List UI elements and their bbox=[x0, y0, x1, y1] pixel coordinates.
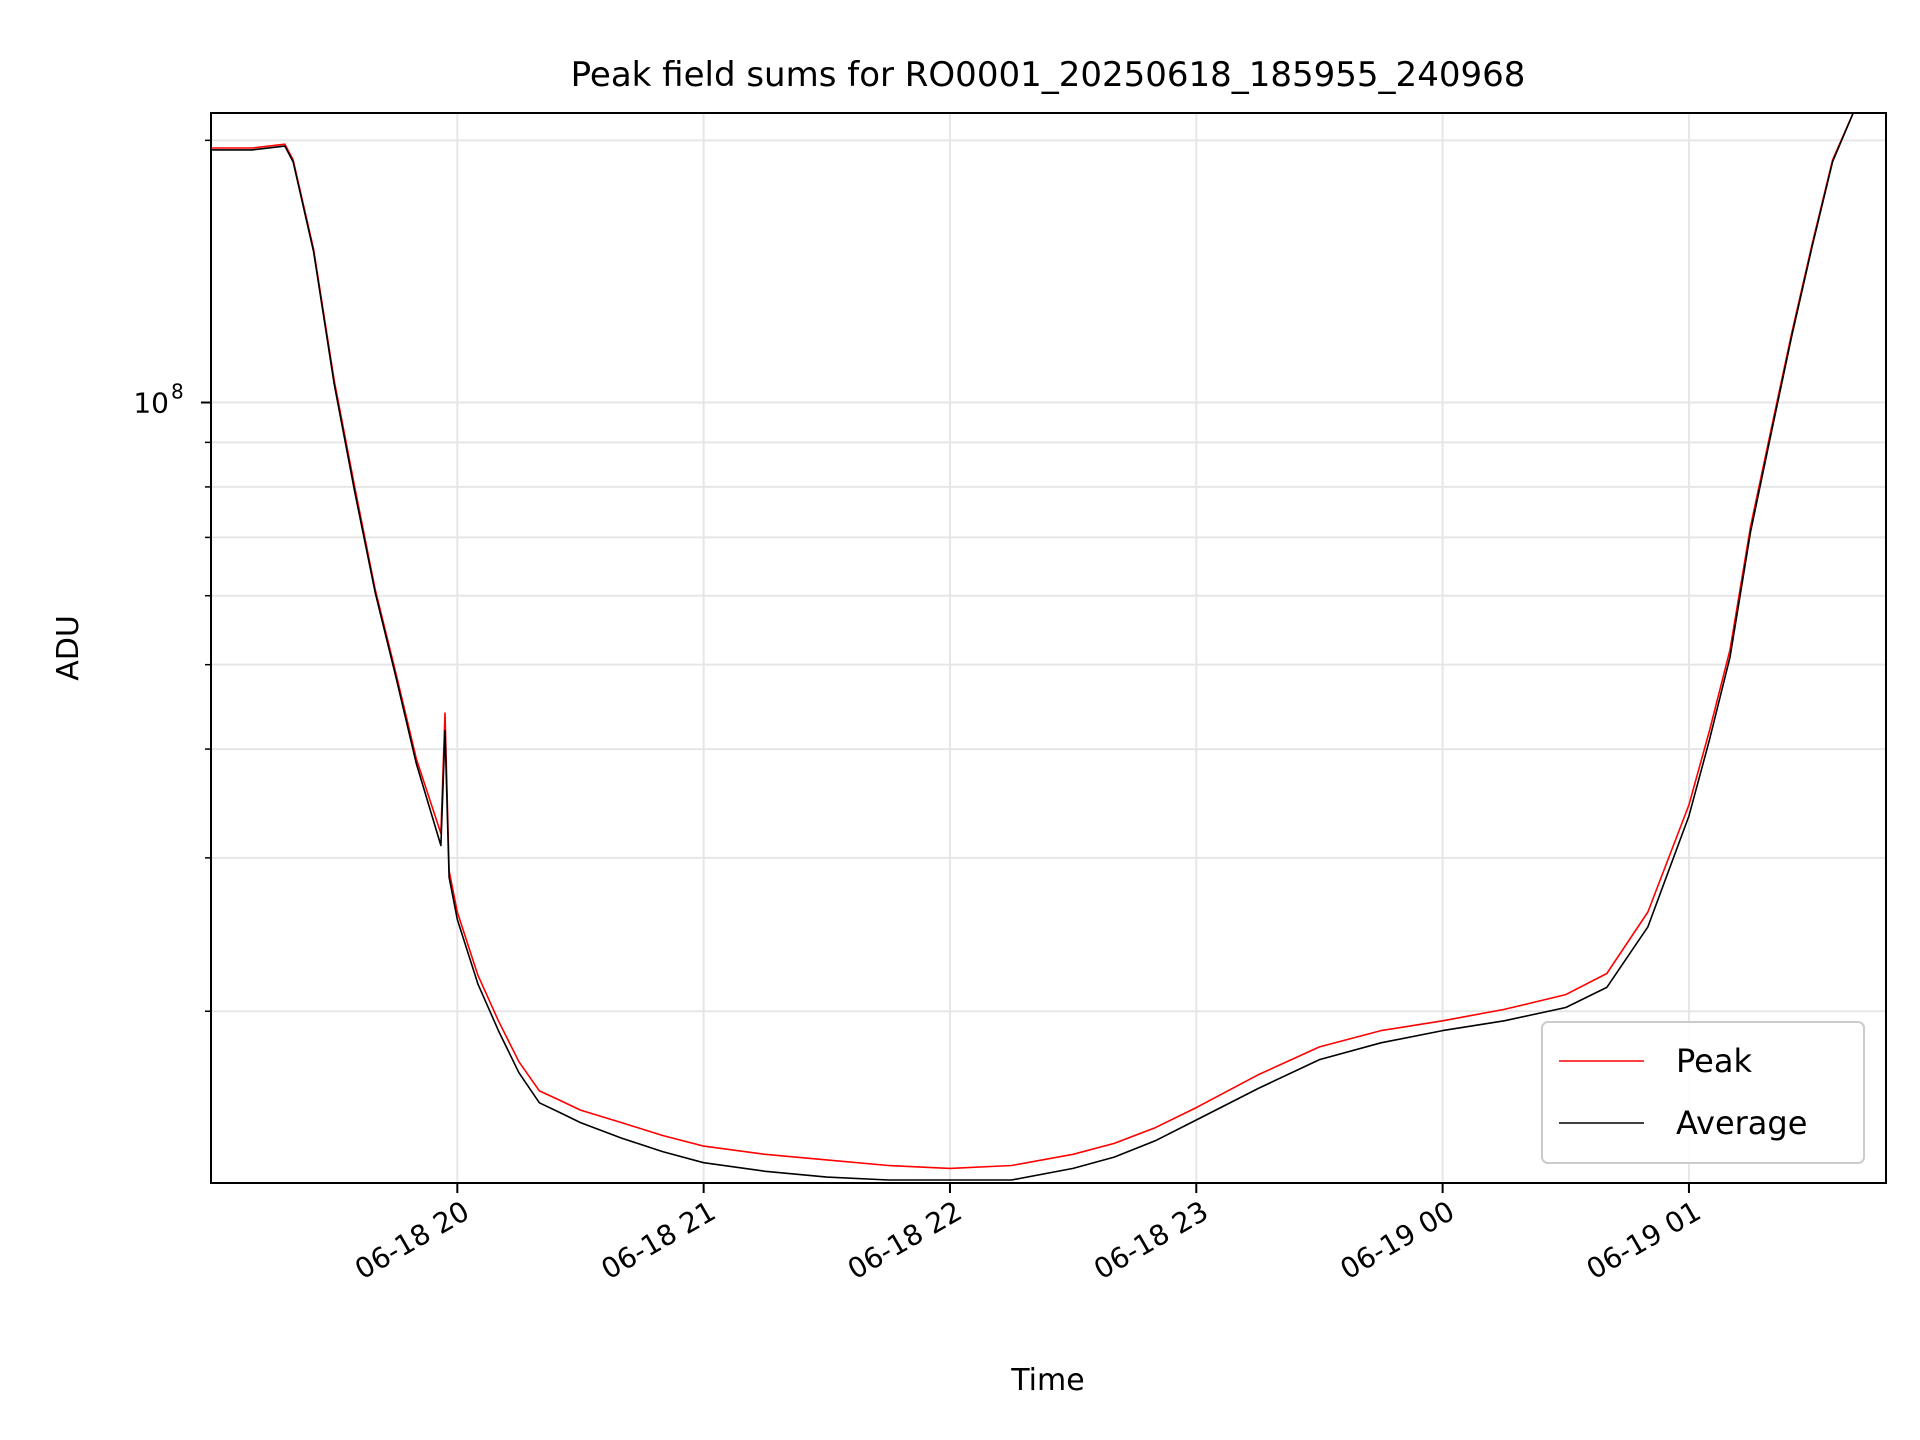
plot-frame bbox=[210, 112, 1887, 1184]
grid bbox=[211, 113, 1886, 1183]
legend-label-peak: Peak bbox=[1676, 1042, 1752, 1080]
legend-box bbox=[1541, 1021, 1865, 1164]
y-tick-label: 10 bbox=[133, 387, 169, 420]
legend-label-average: Average bbox=[1676, 1104, 1807, 1142]
series-line-peak bbox=[211, 113, 1886, 1170]
plot-area bbox=[211, 113, 1886, 1181]
chart-title: Peak field sums for RO0001_20250618_1859… bbox=[571, 55, 1526, 95]
y-axis-ticks: 10 8 bbox=[133, 139, 211, 1012]
y-axis-label: ADU bbox=[51, 615, 86, 681]
series-line-average bbox=[211, 113, 1886, 1181]
y-tick-label-exponent: 8 bbox=[171, 380, 184, 404]
series-layer bbox=[211, 113, 1886, 1181]
legend: Peak Average bbox=[1541, 1021, 1865, 1164]
x-axis-label: Time bbox=[1010, 1363, 1084, 1398]
